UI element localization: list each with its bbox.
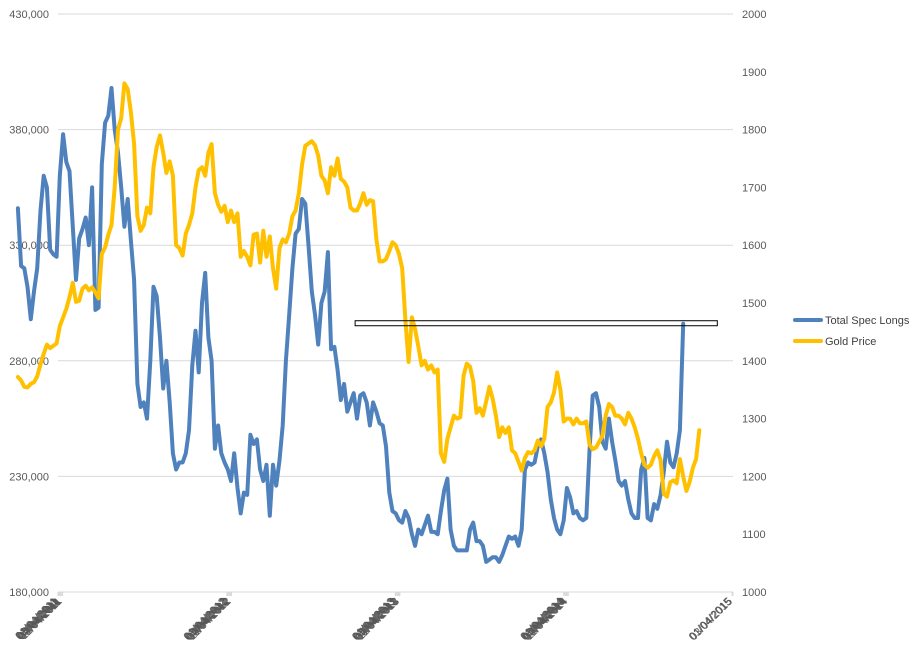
legend-label: Total Spec Longs: [825, 315, 910, 327]
series-line-gold-price: [15, 81, 702, 499]
right-axis: 1000 1100 1200 1300 1400 1500 1600 1700 1800 1900…: [742, 9, 766, 599]
right-tick-label: 1800: [742, 125, 766, 137]
series-layer: [15, 81, 702, 564]
legend-label: Gold Price: [825, 336, 876, 348]
left-tick-label: 330,000: [9, 240, 49, 252]
right-tick-label: 1500: [742, 298, 766, 310]
left-tick-label: 230,000: [9, 471, 49, 483]
right-tick-label: 1400: [742, 356, 766, 368]
right-tick-label: 1300: [742, 414, 766, 426]
right-tick-label: 1000: [742, 587, 766, 599]
right-tick-label: 1100: [742, 529, 766, 541]
right-tick-label: 1900: [742, 67, 766, 79]
series-line-total-spec-longs: [15, 86, 686, 564]
right-tick-label: 1600: [742, 240, 766, 252]
annotation-box: [354, 320, 718, 327]
left-tick-label: 380,000: [9, 125, 49, 137]
left-tick-label: 430,000: [9, 9, 49, 21]
legend: Total Spec Longs Gold Price: [793, 315, 910, 348]
right-tick-label: 2000: [742, 9, 766, 21]
right-tick-label: 1700: [742, 182, 766, 194]
left-tick-label: 180,000: [9, 587, 49, 599]
right-tick-label: 1200: [742, 471, 766, 483]
